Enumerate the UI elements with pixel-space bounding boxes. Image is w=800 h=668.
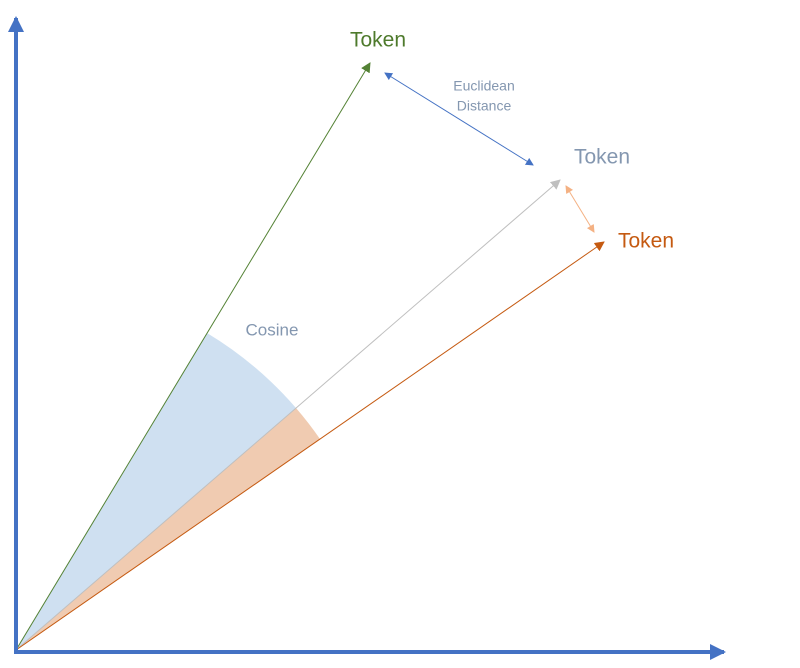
cosine-sector-small (16, 408, 320, 650)
vector-green (15, 62, 371, 651)
cosine-label: Cosine (246, 320, 299, 339)
euclidean-arrow (384, 72, 534, 166)
annotation: Euclidean (453, 78, 515, 94)
annotation: Distance (457, 98, 512, 114)
distance-arrow-small (565, 185, 595, 233)
vector-gray (15, 179, 561, 651)
cosine-sector (16, 333, 296, 650)
token-label: Token (574, 146, 630, 169)
vector-orange (15, 241, 605, 651)
token-label: Token (350, 29, 406, 52)
token-label: Token (618, 230, 674, 253)
